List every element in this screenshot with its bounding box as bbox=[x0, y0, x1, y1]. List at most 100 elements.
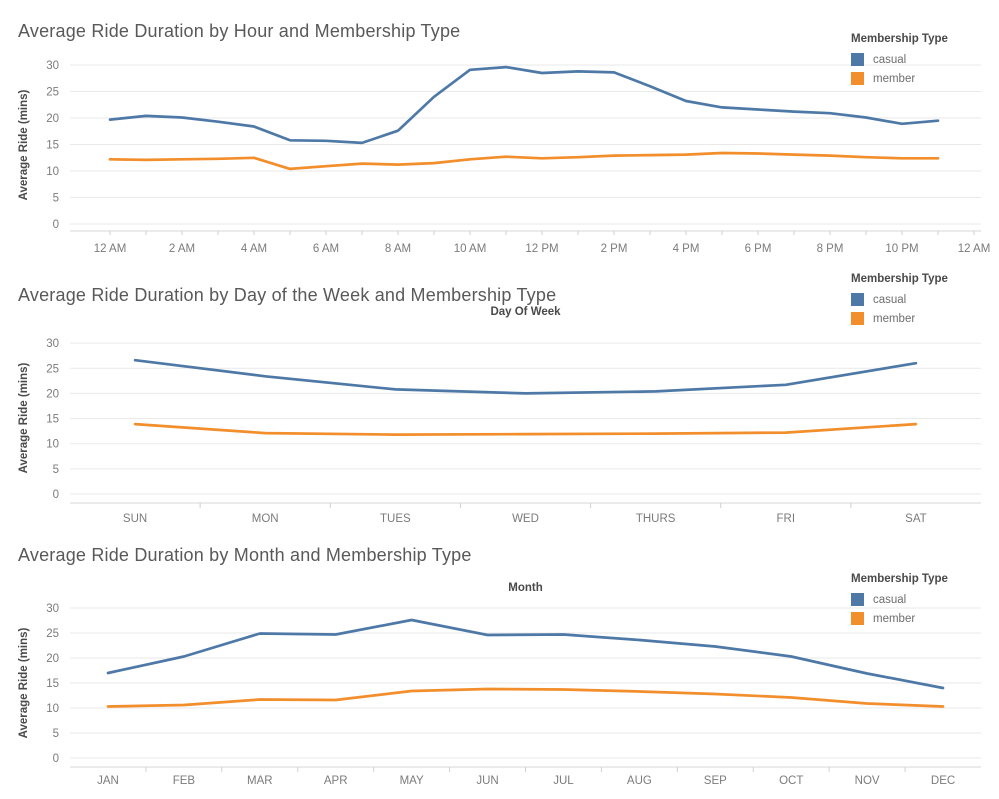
hour-chart-legend: Membership Type casual member bbox=[851, 33, 996, 88]
x-tick-label: 6 PM bbox=[745, 243, 772, 255]
x-tick-label: 12 AM bbox=[958, 243, 991, 255]
month-chart-legend: Membership Type casual member bbox=[851, 573, 996, 628]
x-tick-label: SAT bbox=[905, 513, 927, 525]
day-chart-section: Average Ride Duration by Day of the Week… bbox=[0, 268, 999, 535]
month-chart-plot: 0 5 10 15 20 25 30 Average Ride (mins) JAN FEB MAR… bbox=[18, 603, 981, 787]
y-tick-label: 5 bbox=[53, 193, 59, 205]
y-tick-label: 5 bbox=[53, 464, 59, 476]
day-chart-legend: Membership Type casual member bbox=[851, 273, 996, 328]
legend-item-label: member bbox=[873, 612, 916, 625]
member-swatch bbox=[851, 312, 864, 325]
legend-title: Membership Type bbox=[851, 573, 948, 585]
y-tick-label: 0 bbox=[53, 753, 59, 765]
x-tick-label: WED bbox=[512, 513, 539, 525]
y-axis-title: Average Ride (mins) bbox=[18, 89, 30, 200]
y-axis-title: Average Ride (mins) bbox=[18, 627, 30, 738]
y-tick-label: 0 bbox=[53, 489, 59, 501]
y-tick-label: 5 bbox=[53, 728, 59, 740]
legend-items: casual member bbox=[851, 50, 996, 88]
legend-item-label: member bbox=[873, 72, 916, 85]
legend-item-casual[interactable]: casual bbox=[851, 290, 996, 309]
casual-swatch bbox=[851, 53, 864, 66]
x-tick-label: OCT bbox=[779, 775, 803, 787]
legend-item-casual[interactable]: casual bbox=[851, 50, 996, 69]
x-tick-label: 4 AM bbox=[241, 243, 267, 255]
hour-chart-title: Average Ride Duration by Hour and Member… bbox=[18, 21, 461, 41]
x-tick-label: THURS bbox=[636, 513, 676, 525]
x-tick-label: SEP bbox=[704, 775, 727, 787]
x-tick-label: NOV bbox=[855, 775, 880, 787]
x-tick-label: 12 AM bbox=[94, 243, 127, 255]
x-tick-label: MAY bbox=[400, 775, 424, 787]
y-tick-label: 30 bbox=[46, 60, 59, 72]
y-tick-label: 15 bbox=[46, 140, 59, 152]
y-tick-label: 20 bbox=[46, 113, 59, 125]
legend-item-label: casual bbox=[873, 53, 907, 66]
legend-item-casual[interactable]: casual bbox=[851, 590, 996, 609]
y-tick-label: 0 bbox=[53, 219, 59, 231]
legend-item-label: casual bbox=[873, 593, 907, 606]
day-chart-title: Average Ride Duration by Day of the Week… bbox=[18, 285, 557, 305]
x-tick-label: JUL bbox=[553, 775, 574, 787]
x-tick-label: FEB bbox=[173, 775, 196, 787]
x-tick-label: 10 PM bbox=[885, 243, 918, 255]
casual-line[interactable] bbox=[106, 618, 945, 690]
month-chart-title: Average Ride Duration by Month and Membe… bbox=[18, 545, 472, 565]
x-tick-label: JAN bbox=[97, 775, 119, 787]
x-tick-label: 6 AM bbox=[313, 243, 339, 255]
day-chart-plot: 0 5 10 15 20 25 30 Average Ride (mins) SUN MON TUE… bbox=[18, 338, 981, 525]
x-tick-label: 12 PM bbox=[525, 243, 558, 255]
x-tick-label: AUG bbox=[627, 775, 652, 787]
x-tick-label: 8 AM bbox=[385, 243, 411, 255]
legend-items: casual member bbox=[851, 590, 996, 628]
y-tick-label: 10 bbox=[46, 166, 59, 178]
x-tick-label: MAR bbox=[247, 775, 273, 787]
hour-chart-plot: 0 5 10 15 20 25 30 Average Ride (mins) 12 AM 2 AM… bbox=[18, 60, 991, 255]
legend-item-member[interactable]: member bbox=[851, 309, 996, 328]
member-line[interactable] bbox=[133, 422, 918, 436]
y-tick-label: 10 bbox=[46, 703, 59, 715]
y-tick-label: 10 bbox=[46, 439, 59, 451]
x-tick-label: 2 PM bbox=[601, 243, 628, 255]
legend-items: casual member bbox=[851, 290, 996, 328]
y-tick-label: 20 bbox=[46, 653, 59, 665]
y-tick-label: 25 bbox=[46, 363, 59, 375]
y-tick-label: 20 bbox=[46, 388, 59, 400]
y-tick-label: 25 bbox=[46, 87, 59, 99]
hour-chart-section: Average Ride Duration by Hour and Member… bbox=[0, 0, 999, 268]
x-tick-label: JUN bbox=[476, 775, 498, 787]
month-chart-section: Average Ride Duration by Month and Membe… bbox=[0, 535, 999, 799]
y-tick-label: 30 bbox=[46, 603, 59, 615]
x-axis-field-label-month: Month bbox=[508, 582, 543, 594]
x-tick-label: 2 AM bbox=[169, 243, 195, 255]
legend-title: Membership Type bbox=[851, 273, 948, 285]
legend-item-member[interactable]: member bbox=[851, 69, 996, 88]
legend-item-label: member bbox=[873, 312, 916, 325]
x-tick-label: APR bbox=[324, 775, 348, 787]
casual-line[interactable] bbox=[108, 65, 940, 145]
y-tick-label: 25 bbox=[46, 628, 59, 640]
y-axis-title: Average Ride (mins) bbox=[18, 362, 30, 473]
legend-title: Membership Type bbox=[851, 33, 948, 45]
x-tick-label: SUN bbox=[123, 513, 147, 525]
member-swatch bbox=[851, 612, 864, 625]
x-tick-label: DEC bbox=[931, 775, 955, 787]
y-tick-label: 15 bbox=[46, 678, 59, 690]
member-line[interactable] bbox=[106, 687, 945, 708]
x-tick-label: TUES bbox=[380, 513, 411, 525]
y-tick-label: 30 bbox=[46, 338, 59, 350]
legend-item-member[interactable]: member bbox=[851, 609, 996, 628]
member-swatch bbox=[851, 72, 864, 85]
legend-item-label: casual bbox=[873, 293, 907, 306]
x-tick-label: 4 PM bbox=[673, 243, 700, 255]
x-tick-label: FRI bbox=[777, 513, 796, 525]
casual-swatch bbox=[851, 293, 864, 306]
member-line[interactable] bbox=[108, 151, 940, 171]
x-axis-field-label-day: Day Of Week bbox=[490, 306, 561, 318]
x-tick-label: 8 PM bbox=[817, 243, 844, 255]
casual-swatch bbox=[851, 593, 864, 606]
x-tick-label: MON bbox=[252, 513, 279, 525]
x-tick-label: 10 AM bbox=[454, 243, 487, 255]
casual-line[interactable] bbox=[133, 358, 918, 395]
y-tick-label: 15 bbox=[46, 414, 59, 426]
